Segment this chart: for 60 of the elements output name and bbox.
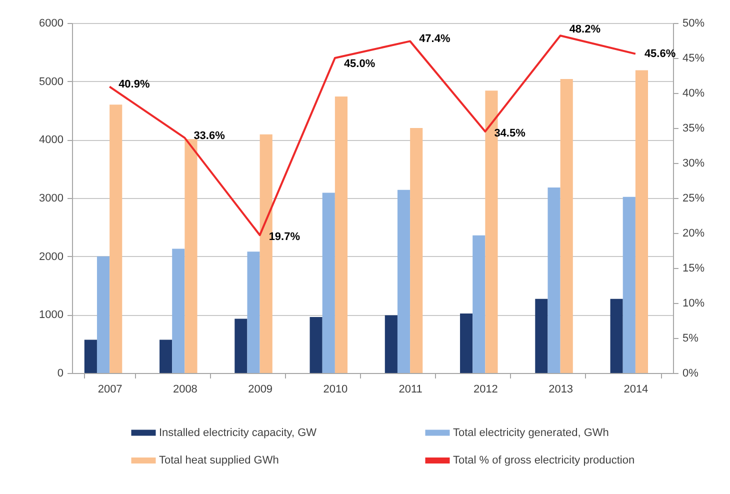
data-label: 34.5% — [494, 128, 526, 140]
bar — [334, 96, 348, 373]
legend-label: Total % of gross electricity production — [453, 454, 635, 466]
bar — [322, 192, 335, 373]
y2-tick-label: 50% — [682, 18, 705, 30]
y2-tick-label: 10% — [682, 298, 705, 310]
bar — [172, 248, 185, 373]
y2-tick-label: 40% — [682, 88, 705, 100]
y-tick-label: 3000 — [39, 192, 64, 204]
bar — [384, 315, 398, 373]
legend-label: Installed electricity capacity, GW — [159, 426, 318, 439]
bar — [622, 196, 636, 373]
bar — [110, 104, 122, 373]
y-tick-label: 5000 — [39, 76, 64, 88]
y-tick-label: 4000 — [39, 134, 64, 146]
legend-label: Total heat supplied GWh — [159, 454, 279, 466]
bar — [635, 70, 648, 373]
x-tick-label: 2011 — [398, 384, 422, 396]
bar — [560, 79, 573, 373]
data-label: 33.6% — [194, 130, 226, 142]
bar — [535, 298, 548, 373]
data-label: 47.4% — [419, 33, 450, 46]
bar — [397, 190, 410, 373]
bar — [96, 256, 110, 373]
bar — [310, 317, 322, 373]
x-tick-label: 2010 — [323, 384, 348, 396]
bar — [184, 139, 198, 373]
bar — [472, 235, 486, 373]
bar — [410, 128, 423, 373]
x-tick-label: 2014 — [624, 384, 648, 396]
y2-tick-label: 20% — [682, 228, 705, 240]
bar — [460, 314, 473, 373]
y2-tick-label: 5% — [682, 332, 699, 344]
bar — [84, 340, 97, 373]
data-label: 19.7% — [268, 231, 300, 244]
y-tick-label: 1000 — [39, 309, 64, 322]
data-label: 48.2% — [569, 24, 601, 36]
y-tick-label: 6000 — [39, 18, 64, 30]
y2-tick-label: 25% — [682, 192, 705, 204]
y2-tick-label: 35% — [682, 122, 705, 134]
x-tick-label: 2013 — [548, 384, 574, 396]
data-label: 45.0% — [344, 58, 376, 70]
x-tick-label: 2008 — [172, 384, 198, 396]
bar — [247, 252, 260, 373]
y2-tick-label: 45% — [682, 52, 705, 64]
y2-tick-label: 0% — [682, 368, 699, 380]
x-tick-label: 2012 — [473, 384, 498, 396]
x-tick-label: 2009 — [248, 384, 273, 396]
x-tick-label: 2007 — [98, 384, 122, 396]
bar — [160, 340, 172, 373]
data-label: 45.6% — [644, 48, 676, 60]
bar — [610, 298, 623, 373]
y2-tick-label: 30% — [682, 158, 705, 170]
y-tick-label: 2000 — [39, 250, 64, 263]
y2-tick-label: 15% — [682, 262, 705, 274]
bar — [548, 188, 560, 373]
y-tick-label: 0 — [57, 368, 64, 380]
legend-label: Total electricity generated, GWh — [453, 426, 609, 439]
data-label: 40.9% — [118, 78, 150, 91]
bar — [234, 318, 248, 373]
